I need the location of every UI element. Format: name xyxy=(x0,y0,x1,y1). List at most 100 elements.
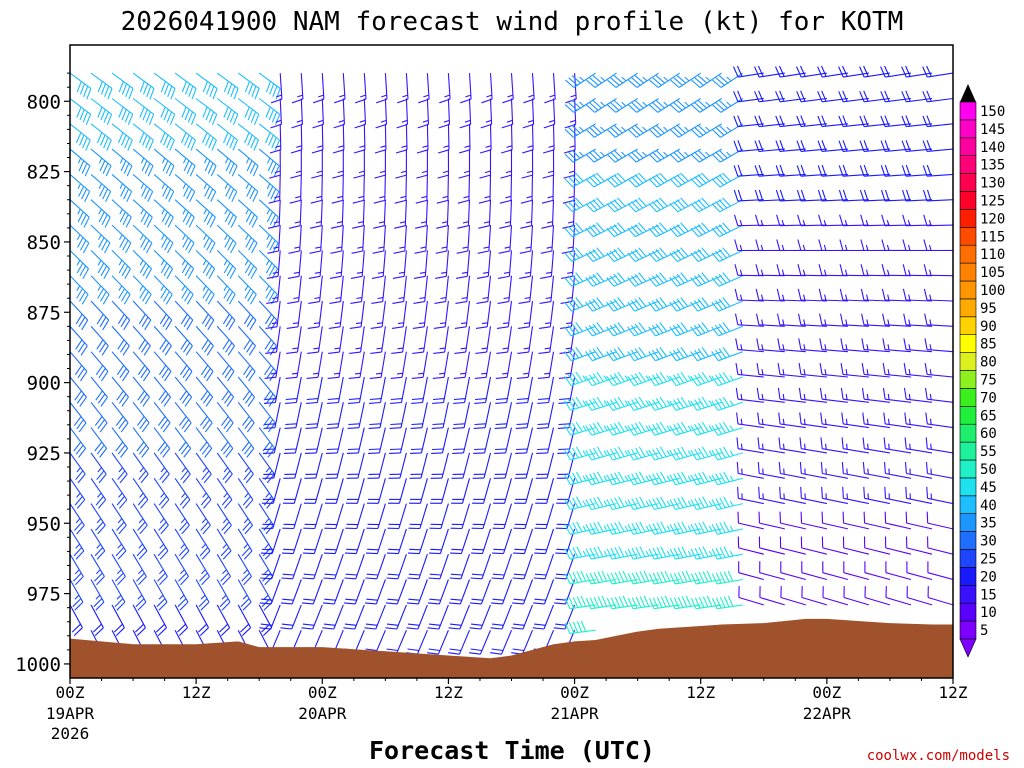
barb-feather xyxy=(246,186,253,197)
barb-half-feather xyxy=(159,543,165,549)
barb-feather xyxy=(652,523,659,534)
barb-shaft xyxy=(509,199,513,226)
barb-feather xyxy=(698,596,705,608)
barb-feather xyxy=(718,249,727,259)
wind-barb xyxy=(669,172,701,188)
barb-shaft xyxy=(397,528,407,554)
barb-shaft xyxy=(153,98,176,115)
barb-shaft xyxy=(526,402,534,428)
barb-shaft xyxy=(111,401,129,424)
wind-barb xyxy=(648,297,680,312)
barb-half-feather xyxy=(887,344,890,350)
wind-barb xyxy=(838,90,869,103)
barb-feather xyxy=(103,268,110,279)
barb-half-feather xyxy=(761,393,764,400)
barb-half-feather xyxy=(600,76,606,82)
barb-feather xyxy=(669,178,679,188)
barb-shaft xyxy=(611,578,638,585)
wind-barb xyxy=(838,164,869,177)
barb-feather xyxy=(262,547,272,557)
barb-shaft xyxy=(632,604,659,610)
barb-shaft xyxy=(445,275,449,302)
barb-feather xyxy=(79,265,87,277)
barb-half-feather xyxy=(334,347,341,350)
barb-half-feather xyxy=(845,369,848,375)
wind-barb xyxy=(258,199,279,228)
barb-shaft xyxy=(70,300,89,321)
barb-feather xyxy=(859,189,865,202)
barb-shaft xyxy=(90,579,105,603)
barb-half-feather xyxy=(274,170,281,174)
barb-shaft xyxy=(552,98,556,125)
wind-barb xyxy=(195,224,216,254)
barb-half-feather xyxy=(418,347,425,350)
barb-feather xyxy=(630,300,639,310)
barb-half-feather xyxy=(525,271,531,274)
barb-feather xyxy=(541,225,553,229)
barb-feather xyxy=(664,570,671,582)
wind-barb xyxy=(132,528,148,560)
barb-feather xyxy=(165,188,172,200)
barb-shaft xyxy=(441,427,449,454)
barb-feather xyxy=(209,86,215,97)
barb-feather xyxy=(74,364,83,376)
colorbar-label: 105 xyxy=(980,265,1005,281)
wind-barb xyxy=(756,363,785,378)
barb-half-feather xyxy=(275,119,282,123)
barb-half-feather xyxy=(845,418,848,425)
barb-feather xyxy=(634,323,643,334)
barb-feather xyxy=(656,596,663,608)
barb-feather xyxy=(211,114,218,126)
barb-feather xyxy=(520,199,533,204)
wind-barb xyxy=(195,123,217,151)
wind-barb xyxy=(490,604,513,630)
barb-feather xyxy=(285,376,298,379)
barb-half-feather xyxy=(740,393,743,400)
barb-feather xyxy=(497,301,509,304)
barb-feather xyxy=(498,250,511,254)
barb-feather xyxy=(141,160,148,172)
barb-shaft xyxy=(885,423,912,429)
barb-shaft xyxy=(696,401,722,411)
barb-half-feather xyxy=(823,269,827,276)
barb-shaft xyxy=(376,554,386,579)
barb-shaft xyxy=(132,401,150,424)
barb-shaft xyxy=(404,225,407,252)
wind-barb xyxy=(264,351,281,379)
barb-half-feather xyxy=(687,425,692,431)
barb-feather xyxy=(676,149,686,159)
barb-shaft xyxy=(440,478,449,504)
barb-shaft xyxy=(400,376,407,403)
wind-barb xyxy=(287,250,302,279)
barb-feather xyxy=(622,570,629,582)
barb-feather xyxy=(115,416,124,426)
wind-barb xyxy=(859,65,890,78)
barb-feather xyxy=(449,648,462,652)
barb-shaft xyxy=(378,427,386,454)
barb-feather xyxy=(115,547,125,557)
barb-shaft xyxy=(403,250,407,277)
barb-half-feather xyxy=(729,425,734,431)
barb-feather xyxy=(221,364,230,376)
wind-barb xyxy=(132,553,147,586)
barb-feather xyxy=(904,412,907,424)
barb-feather xyxy=(73,441,82,452)
barb-feather xyxy=(659,247,668,257)
barb-feather xyxy=(98,211,105,223)
barb-feather xyxy=(660,596,667,608)
barb-half-feather xyxy=(203,183,208,190)
barb-half-feather xyxy=(579,76,585,82)
barb-feather xyxy=(697,422,705,434)
barb-shaft xyxy=(111,275,131,295)
barb-feather xyxy=(266,237,273,248)
barb-feather xyxy=(282,598,294,601)
barb-feather xyxy=(596,247,605,257)
barb-feather xyxy=(449,602,461,605)
wind-barb xyxy=(291,73,304,104)
barb-shaft xyxy=(594,98,617,113)
barb-feather xyxy=(627,178,637,188)
barb-half-feather xyxy=(565,372,571,375)
barb-feather xyxy=(270,123,282,129)
barb-half-feather xyxy=(419,297,426,300)
wind-barb xyxy=(392,275,407,304)
